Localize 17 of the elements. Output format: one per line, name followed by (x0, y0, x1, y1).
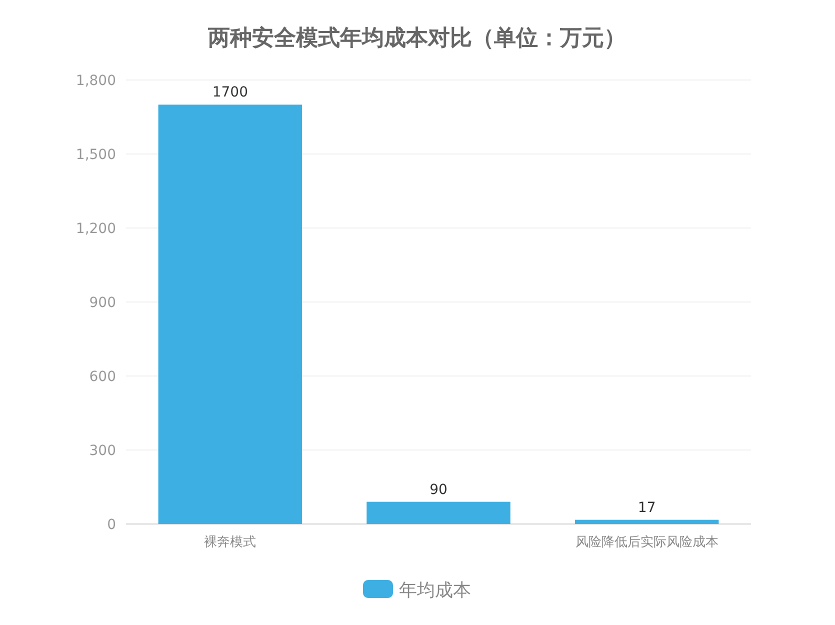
bar (158, 104, 302, 524)
y-tick-label: 300 (89, 443, 116, 459)
bar (366, 502, 510, 524)
y-tick-label: 1,500 (76, 147, 116, 163)
y-tick-label: 600 (89, 369, 116, 385)
y-tick-label: 0 (107, 517, 116, 533)
legend-label: 年均成本 (399, 580, 471, 601)
y-tick-label: 1,200 (76, 221, 116, 237)
y-tick-label: 900 (89, 295, 116, 311)
x-tick-label: 风险降低后实际风险成本 (575, 535, 718, 550)
chart-title: 两种安全模式年均成本对比（单位：万元） (207, 25, 626, 51)
data-label: 17 (638, 500, 656, 516)
data-label: 1700 (212, 84, 248, 101)
bar (574, 520, 719, 524)
y-tick-label: 1,800 (76, 73, 116, 89)
x-tick-label: 裸奔模式 (204, 535, 256, 550)
data-label: 90 (430, 482, 448, 498)
